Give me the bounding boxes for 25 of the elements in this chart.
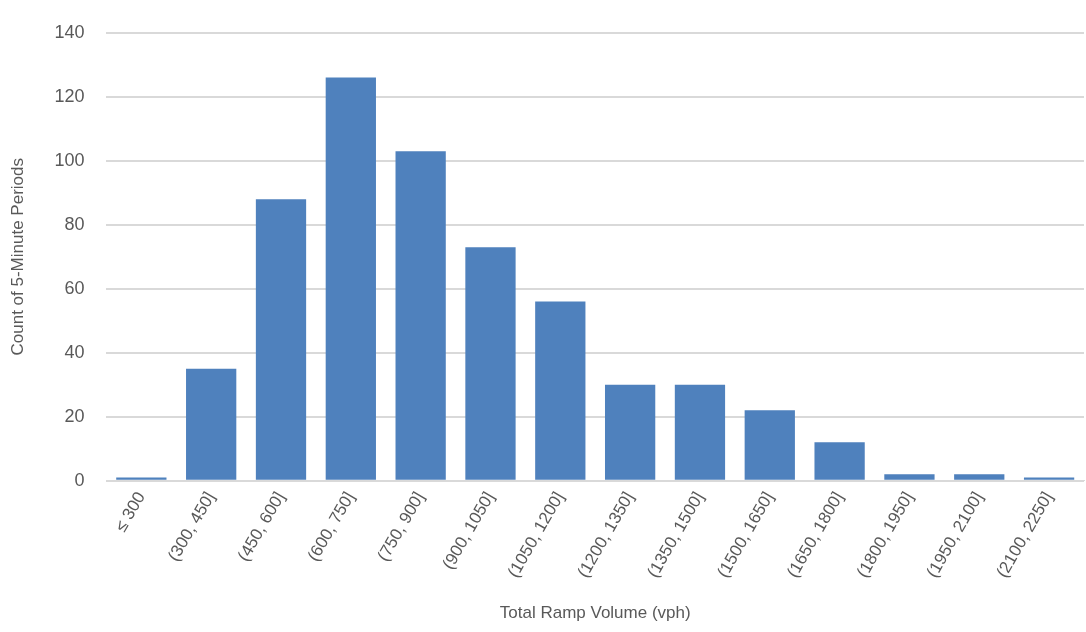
bar: [1023, 477, 1075, 480]
bar: [325, 77, 376, 480]
y-tick-label: 60: [64, 277, 85, 298]
bar: [535, 301, 586, 480]
x-axis-title: Total Ramp Volume (vph): [499, 603, 691, 623]
bar: [465, 247, 516, 480]
y-tick-label: 0: [74, 469, 85, 490]
y-axis-title: Count of 5-Minute Periods: [7, 158, 27, 356]
bar: [814, 442, 865, 480]
y-tick-label: 140: [54, 21, 85, 42]
bar: [116, 477, 167, 480]
y-tick-label: 20: [64, 405, 85, 426]
bar: [186, 368, 237, 480]
y-tick-label: 100: [54, 149, 85, 170]
bar: [255, 199, 307, 480]
y-tick-label: 80: [64, 213, 85, 234]
bar: [954, 474, 1005, 480]
bar: [604, 384, 656, 480]
y-tick-label: 40: [64, 341, 85, 362]
y-tick-label: 120: [54, 85, 85, 106]
bar: [884, 474, 935, 480]
x-tick-label: ≤ 300: [111, 488, 149, 535]
bar: [395, 151, 446, 480]
bar: [674, 384, 726, 480]
bar: [744, 410, 795, 480]
